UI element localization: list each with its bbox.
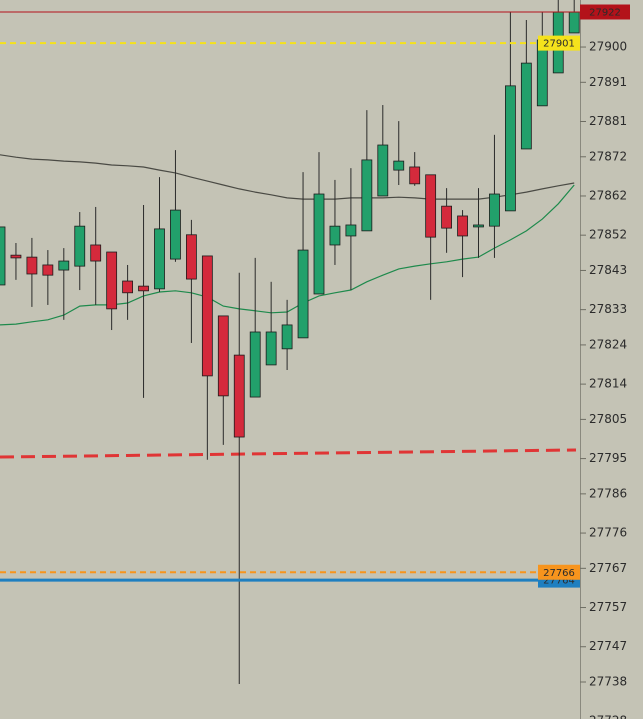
candle-body (106, 251, 118, 310)
candle-body (457, 215, 468, 237)
y-tick-label: 27747 (589, 639, 627, 653)
candle-body (10, 254, 22, 259)
candle-body (0, 226, 6, 286)
y-tick-label: 27872 (589, 149, 627, 163)
candle-body (377, 144, 389, 197)
price-label: 27766 (538, 564, 580, 580)
y-tick-label: 27805 (589, 412, 627, 426)
candle-body (90, 244, 102, 262)
y-tick-label: 27843 (589, 263, 627, 277)
y-tick-label: 27728 (589, 714, 627, 719)
y-tick-label: 27891 (589, 75, 627, 89)
candle-body (489, 193, 500, 227)
candle-body (313, 193, 325, 295)
candle-body (568, 11, 580, 34)
candle-body (154, 228, 165, 290)
candle-body (42, 264, 54, 276)
candle-body (58, 260, 70, 271)
y-tick-label: 27795 (589, 451, 627, 465)
trendline (0, 448, 577, 459)
candle-body (74, 225, 86, 267)
candle-body (170, 209, 181, 260)
y-tick-label: 27776 (589, 526, 627, 540)
y-tick-label: 27786 (589, 486, 627, 500)
candle-body (361, 159, 373, 232)
price-label-box (580, 4, 630, 20)
candle-body (281, 324, 293, 350)
candle-body (520, 62, 532, 150)
y-tick-label: 27767 (589, 561, 627, 575)
candle-body (504, 85, 516, 212)
y-tick-label: 27814 (589, 377, 627, 391)
candle-body (26, 256, 38, 275)
price-label-text: 27766 (543, 568, 575, 579)
y-tick-label: 27900 (589, 40, 627, 54)
y-tick-label: 27862 (589, 188, 627, 202)
y-tick-label: 27757 (589, 600, 627, 614)
price-label: 27922 (580, 4, 630, 20)
price-label-box (538, 35, 580, 51)
price-label-text: 27764 (543, 576, 575, 587)
y-tick-label: 27852 (589, 228, 627, 242)
candle-body (393, 160, 405, 171)
candle-body (441, 205, 453, 229)
y-tick-label: 27738 (589, 674, 627, 688)
candle-body (249, 331, 261, 398)
candle-body (473, 224, 484, 228)
price-label: 27901 (538, 35, 580, 51)
price-label-box (538, 564, 580, 580)
candle-body (409, 166, 421, 185)
price-label-text: 27922 (589, 8, 621, 19)
candle-body (425, 174, 437, 238)
candle-body (265, 331, 277, 366)
candle-body (345, 224, 357, 237)
candle-body (217, 315, 229, 397)
candle-body (201, 255, 213, 377)
y-tick-label: 27833 (589, 302, 627, 316)
candle-body (233, 354, 245, 438)
y-tick-label: 27824 (589, 337, 627, 351)
candle-body (138, 285, 149, 292)
candle-body (297, 249, 309, 339)
candle-body (122, 280, 133, 294)
price-label-text: 27901 (543, 39, 575, 50)
y-tick-label: 27881 (589, 114, 627, 128)
candle-body (329, 225, 341, 246)
candle-body (185, 234, 197, 280)
